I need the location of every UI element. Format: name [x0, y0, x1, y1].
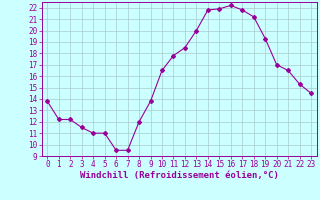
X-axis label: Windchill (Refroidissement éolien,°C): Windchill (Refroidissement éolien,°C): [80, 171, 279, 180]
